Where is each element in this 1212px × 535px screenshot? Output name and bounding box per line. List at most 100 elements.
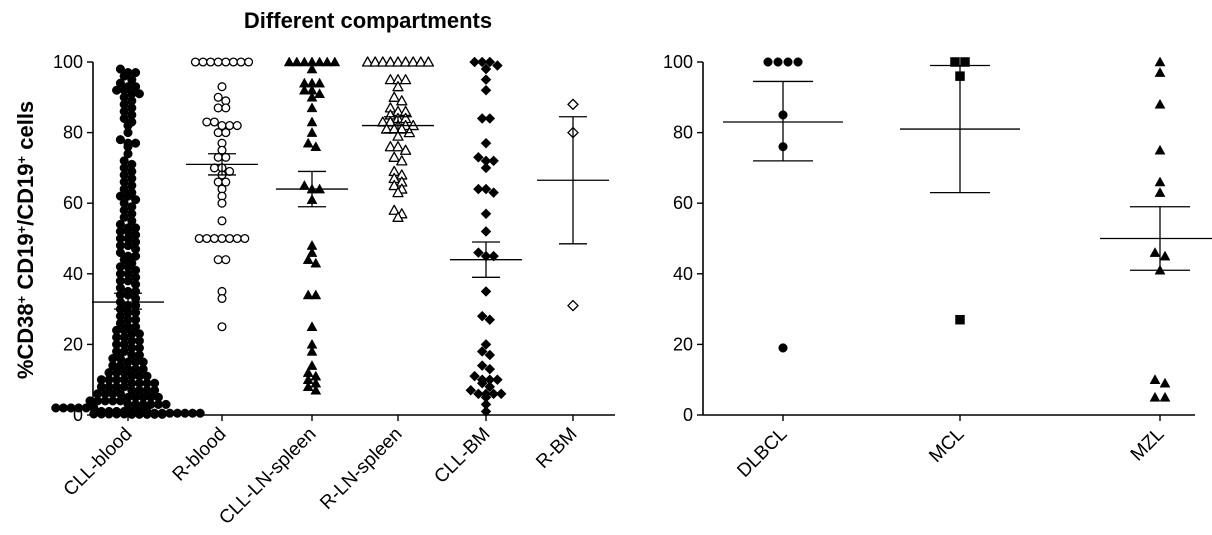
data-point	[202, 233, 212, 244]
data-point	[119, 382, 129, 392]
data-point	[392, 141, 404, 152]
data-point	[793, 57, 803, 67]
data-point	[388, 151, 400, 162]
data-point	[476, 113, 488, 124]
data-point	[388, 204, 400, 215]
data-point	[392, 211, 404, 222]
data-point	[488, 388, 499, 400]
y-label-sup: +	[14, 295, 29, 303]
y-label-part: CD19	[13, 233, 38, 295]
data-point	[302, 381, 314, 392]
data-point	[476, 56, 488, 68]
data-point	[161, 399, 171, 409]
data-point	[473, 388, 484, 400]
data-point	[473, 183, 484, 195]
data-point	[321, 56, 333, 67]
data-point	[213, 128, 223, 138]
data-point	[221, 103, 231, 113]
data-point	[484, 113, 496, 124]
data-point	[221, 255, 231, 265]
data-point	[119, 212, 129, 222]
data-point	[388, 91, 400, 102]
data-point	[314, 56, 325, 67]
category-label: R-LN-spleen	[316, 424, 406, 514]
data-point	[115, 135, 125, 145]
data-point	[96, 409, 106, 419]
data-point	[399, 56, 412, 67]
data-point	[396, 95, 408, 106]
data-point	[950, 57, 960, 67]
left-panel: 0 20 40 60 80 100 CLL-blood R-bloodCLL-LN-splee…	[51, 52, 615, 529]
data-point	[213, 92, 223, 102]
data-point	[469, 370, 480, 382]
data-point	[104, 409, 114, 419]
data-point	[476, 360, 488, 371]
data-point	[150, 409, 160, 419]
y-tick-label: 80	[63, 123, 83, 143]
data-point	[299, 84, 310, 95]
data-point	[131, 195, 141, 205]
data-point	[302, 289, 314, 300]
data-point	[217, 82, 227, 92]
data-point	[306, 346, 318, 356]
data-point	[138, 364, 148, 374]
data-point	[115, 318, 125, 328]
data-point	[225, 233, 235, 244]
data-point	[567, 98, 579, 111]
data-point	[488, 250, 499, 262]
y-tick-label: 60	[63, 193, 83, 213]
data-point	[142, 409, 152, 419]
data-point	[115, 248, 125, 258]
category-label: R-blood	[169, 424, 231, 486]
data-point	[291, 56, 303, 67]
chart-title: Different compartments	[244, 8, 492, 33]
data-point	[58, 403, 68, 413]
data-point	[1159, 250, 1171, 261]
data-point	[495, 388, 507, 400]
data-point	[115, 78, 125, 88]
data-point	[476, 346, 488, 357]
data-point	[306, 360, 318, 370]
data-point	[484, 314, 496, 326]
data-point	[153, 399, 163, 409]
data-point	[1149, 247, 1161, 257]
y-label-sup: +	[14, 225, 29, 233]
data-point	[131, 138, 141, 148]
data-point	[221, 177, 231, 187]
data-point	[396, 155, 408, 166]
category-label: CLL-BM	[430, 424, 494, 488]
data-point	[392, 130, 404, 141]
data-point	[422, 56, 435, 67]
data-point	[228, 57, 238, 67]
data-point	[100, 396, 110, 406]
data-point	[480, 339, 492, 350]
data-point	[480, 183, 492, 195]
data-point	[123, 191, 133, 201]
data-point	[213, 255, 223, 265]
category-label: R-BM	[532, 424, 581, 473]
data-point	[306, 102, 318, 113]
data-point	[213, 152, 223, 162]
data-point	[134, 409, 144, 419]
y-tick-label: 20	[673, 334, 693, 354]
data-point	[473, 151, 484, 163]
data-point	[123, 149, 133, 159]
data-point	[388, 179, 400, 191]
data-point	[310, 289, 322, 300]
data-point	[1154, 145, 1166, 155]
data-point	[567, 299, 579, 312]
data-point	[480, 162, 492, 174]
data-point	[484, 349, 496, 361]
data-point	[476, 377, 488, 389]
data-point	[773, 57, 783, 67]
data-point	[306, 92, 318, 102]
data-point	[480, 286, 492, 297]
data-point	[484, 56, 496, 68]
data-point	[115, 361, 125, 371]
data-point	[112, 85, 122, 95]
y-tick-label: 60	[673, 193, 693, 213]
data-point	[369, 56, 381, 67]
data-point	[74, 403, 84, 413]
data-point	[127, 75, 137, 85]
data-point	[310, 257, 322, 268]
